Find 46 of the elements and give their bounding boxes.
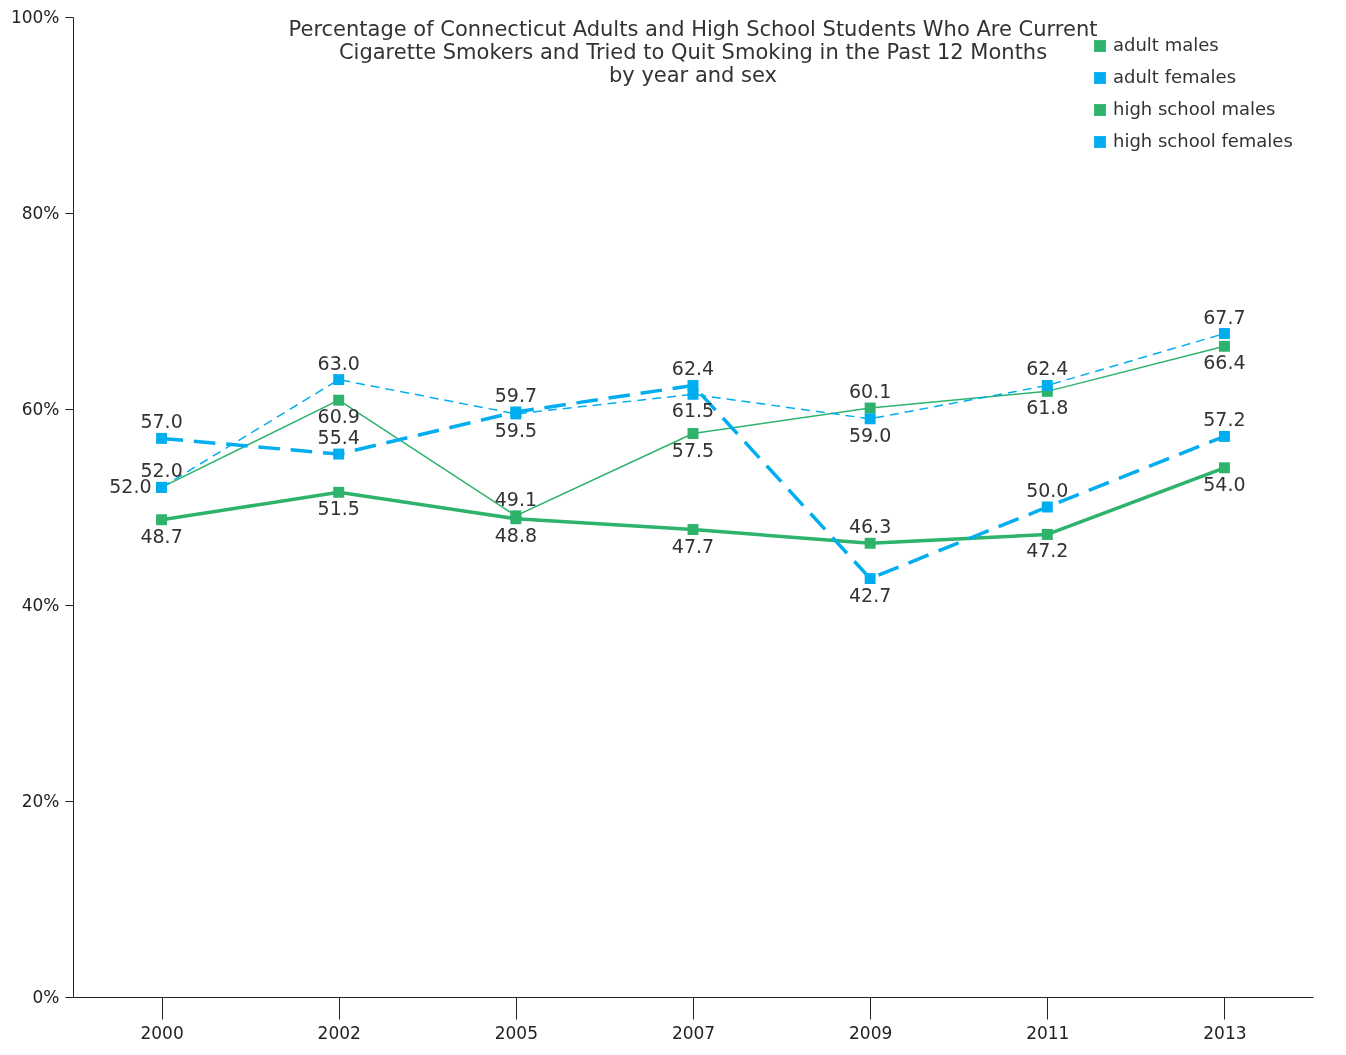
data-label: 59.5 [494,418,538,441]
data-label: 42.7 [848,583,892,606]
data-label: 57.2 [1203,408,1246,431]
x-tick-label: 2000 [140,1022,184,1043]
x-tick-label: 2005 [494,1022,538,1043]
data-label: 57.0 [140,410,183,433]
y-tick-label: 60% [21,398,60,419]
data-label: 62.4 [1026,357,1069,380]
data-label: 63.0 [317,351,360,374]
data-label: 46.3 [848,515,892,538]
data-label: 62.4 [671,357,715,380]
legend-label: adult males [1113,34,1219,55]
x-tick-label: 2007 [671,1022,716,1043]
legend-label: high school females [1113,130,1293,151]
data-label: 59.0 [848,423,892,446]
data-label: 67.7 [1203,305,1246,328]
y-tick-label: 100% [10,6,60,27]
x-tick-label: 2009 [849,1022,893,1043]
text: Cigarette Smokers and Tried to Quit Smoking in the Past 12 Months [338,40,1048,64]
x-tick-label: 2011 [1026,1022,1070,1043]
data-label: 61.8 [1026,396,1069,419]
y-tick-label: 40% [21,594,60,615]
data-label: 57.5 [671,438,715,461]
data-label: 66.4 [1203,351,1246,374]
y-tick-label: 80% [21,202,60,223]
legend-label: high school males [1113,98,1276,119]
data-label: 60.9 [317,405,360,428]
data-label: 61.5 [671,399,715,422]
data-label: 51.5 [317,497,360,520]
y-tick-label: 20% [21,790,60,811]
x-tick-label: 2013 [1203,1022,1247,1043]
data-label: 55.4 [317,426,360,449]
data-label: 48.7 [140,524,183,547]
y-tick-label: 0% [32,986,60,1007]
data-label: 59.7 [494,383,538,406]
data-label: 50.0 [1026,479,1069,501]
data-label: 47.2 [1026,539,1069,562]
text: by year and sex [608,63,778,87]
data-label: 48.8 [494,523,538,546]
data-label: 60.1 [848,380,892,403]
data-label: 54.0 [1203,472,1246,495]
data-label: 47.7 [671,534,715,557]
data-label: 49.1 [494,487,538,510]
x-tick-label: 2002 [317,1022,361,1043]
legend-label: adult females [1113,66,1237,87]
text: Percentage of Connecticut Adults and High School Students Who Are Current [288,17,1098,41]
